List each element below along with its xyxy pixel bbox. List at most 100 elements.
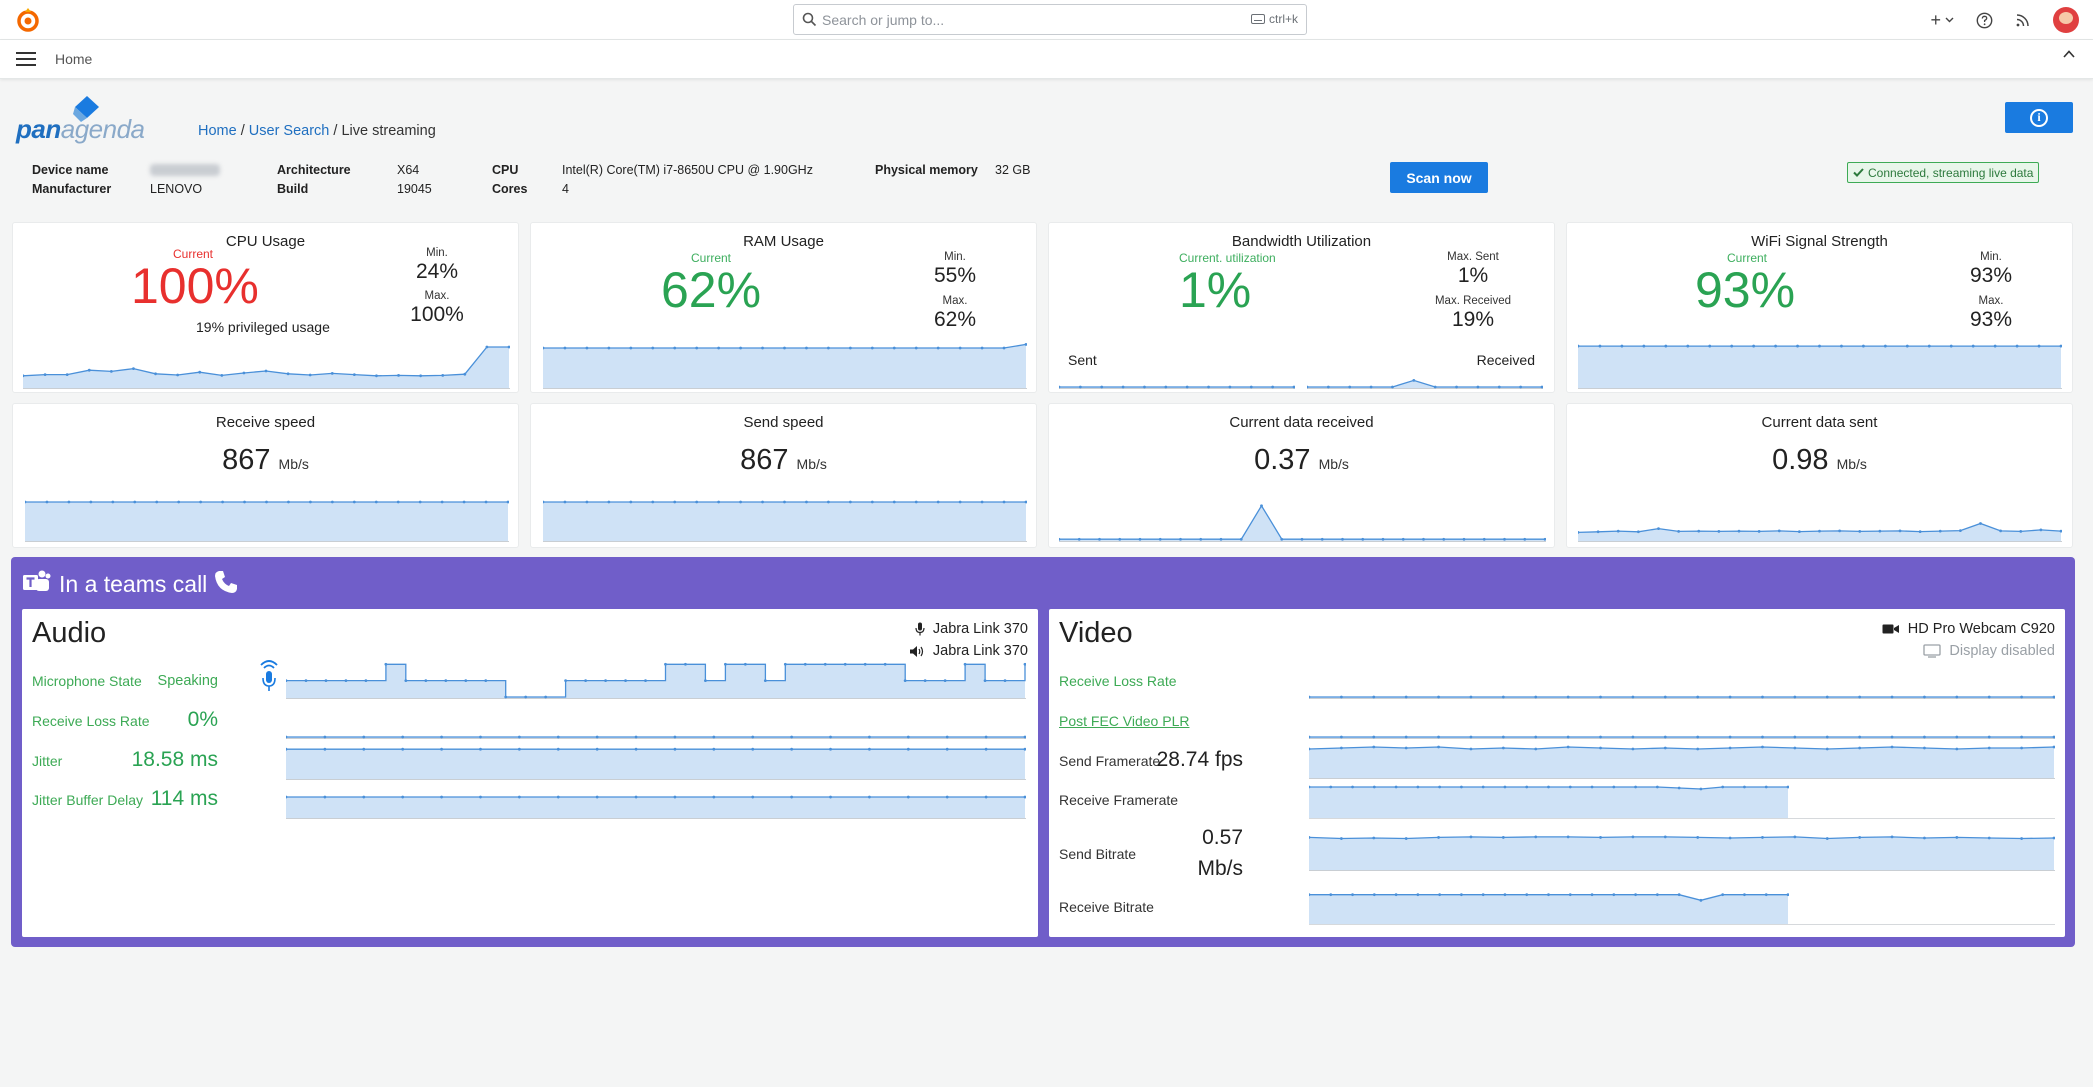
sparkline-point [1339,735,1343,739]
sparkline-point [1326,385,1330,389]
sparkline-point [1717,529,1721,533]
sparkline-point [362,795,366,799]
sparkline-point [1351,785,1354,789]
sparkline-point [1438,785,1442,789]
sparkline-point [673,500,677,504]
sparkline-point [712,795,716,799]
sparkline-point [1923,695,1926,699]
sparkline-point [1774,344,1777,348]
sparkline-point [1858,695,1862,699]
info-button[interactable]: i [2005,102,2073,133]
sparkline-point [507,345,510,349]
sparkline-point [1728,836,1732,840]
manufacturer-label: Manufacturer [32,182,112,196]
sparkline-point [945,795,949,799]
nav-home-link[interactable]: Home [55,51,93,67]
help-icon[interactable] [1976,12,1993,29]
sparkline-point [892,346,896,350]
sparkline-point [221,500,224,504]
news-feed-icon[interactable] [2015,12,2031,28]
shortcut-label: ctrl+k [1268,12,1298,26]
send-speed-sparkline [543,500,1027,542]
sparkline-point [1677,893,1681,897]
sparkline-point [1143,385,1146,389]
sparkline-point [1620,344,1624,348]
jitter-chart [286,747,1026,780]
sparkline-point [1501,836,1505,839]
sparkline-point [634,747,638,751]
sparkline-point [963,662,967,666]
sparkline-point [883,662,887,666]
post-fec-video-plr-link[interactable]: Post FEC Video PLR [1059,713,1190,729]
sparkline-line [1309,746,2055,750]
sparkline-point [1543,537,1546,541]
sparkline-point [673,747,677,751]
sparkline-point [651,346,655,350]
sparkline-point [484,500,488,504]
sparkline-point [751,747,755,751]
sparkline-point [2059,344,2062,348]
sparkline-point [1369,385,1373,389]
sparkline-point [1949,344,1953,348]
sparkline-point [1958,529,1962,533]
sparkline-point [1341,537,1344,541]
user-avatar[interactable] [2053,7,2079,33]
panel-title: RAM Usage [743,233,824,250]
sparkline-point [803,662,807,666]
sparkline-point [1534,735,1538,739]
sparkline-point [829,795,832,799]
add-menu-button[interactable]: + [1930,10,1954,31]
sparkline-point [1987,735,1991,739]
breadcrumb-user-search[interactable]: User Search [248,123,330,139]
search-box[interactable]: ctrl+k [793,4,1307,35]
sparkline-area [1309,836,2054,870]
camera-device-name: HD Pro Webcam C920 [1907,621,2055,637]
min-label: Min. [1980,251,2002,263]
sparkline-point [1239,537,1243,541]
max-label: Max. [424,290,450,302]
sparkline-point [1547,893,1550,897]
app-logo-icon[interactable] [14,6,42,34]
receive-bitrate-label: Receive Bitrate [1059,899,1154,915]
sparkline-point [1905,344,1909,348]
sparkline-point [1761,836,1764,839]
scan-now-button[interactable]: Scan now [1390,162,1488,193]
sparkline-point [1777,529,1781,533]
sparkline-point [868,735,871,739]
sparkline-point [1663,746,1667,750]
sparkline-point [684,662,687,666]
send-speed-value: 867 Mb/s [531,444,1036,477]
sparkline-point [805,500,808,504]
menu-icon[interactable] [16,52,36,70]
sparkline-point [783,662,787,666]
sparkline-point [585,500,589,504]
unit: Mb/s [796,456,827,472]
sparkline-point [1612,785,1616,789]
sparkline-area [25,502,508,541]
sparkline-line [1309,836,2055,840]
breadcrumb-home[interactable]: Home [198,123,237,139]
min-label: Min. [426,247,448,259]
sparkline-point [1059,385,1061,389]
sparkline-point [1391,385,1394,389]
sparkline-point [1469,735,1473,739]
sparkline-point [1677,786,1681,790]
received-label: Received [1476,352,1535,368]
receive-speed-value: 867 Mb/s [13,444,518,477]
sparkline-point [1023,662,1026,666]
chevron-up-icon[interactable] [2063,50,2075,58]
sparkline-point [983,679,987,683]
sparkline-point [751,735,755,739]
sparkline-point [1599,746,1602,750]
max-label: Max. [1978,295,2004,307]
sparkline-point [1503,785,1507,789]
sparkline-point [1890,745,1894,749]
sparkline-point [1219,537,1223,541]
bandwidth-current-value: 1% [1179,262,1252,318]
search-input[interactable] [822,9,1182,31]
sparkline-point [863,662,867,666]
sparkline-point [2052,735,2055,739]
sparkline-point [242,371,246,375]
sparkline-point [1631,695,1635,699]
sparkline-point [1339,746,1343,750]
